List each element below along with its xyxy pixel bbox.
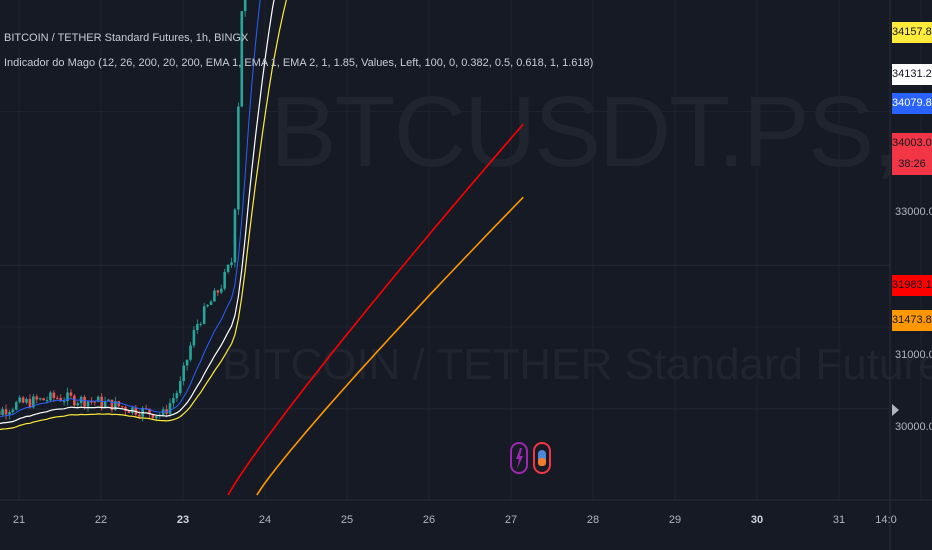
y-tick-label: 30000.00: [895, 421, 932, 433]
x-tick-label: 22: [94, 514, 108, 526]
candle-body: [114, 401, 117, 411]
candle-body: [76, 403, 80, 406]
candle-body: [233, 209, 237, 263]
ema-slow-line: [0, 0, 287, 431]
candle-body: [42, 398, 45, 401]
candle-body: [49, 392, 52, 401]
candle-body: [155, 415, 158, 419]
candle-body: [55, 397, 59, 399]
ma200-orange-line: [256, 196, 524, 496]
x-tick-label: 21: [12, 514, 26, 526]
watermark-ticker: BTCUSDT.PS, 1h: [270, 76, 932, 188]
candle-body: [196, 324, 199, 331]
x-tick-label: 28: [586, 514, 600, 526]
lightning-icon[interactable]: [510, 442, 528, 474]
scroll-right-arrow-icon[interactable]: [892, 404, 899, 416]
candle-body: [4, 409, 8, 415]
candle-body: [73, 395, 76, 406]
candle-body: [11, 409, 15, 413]
candle-body: [28, 399, 32, 408]
y-tick-label: 31000.00: [895, 349, 932, 361]
x-tick-label: 25: [340, 514, 354, 526]
price-tag-ema-slow: 34157.82: [892, 22, 932, 43]
candle-body: [107, 399, 110, 402]
x-tick-label: 29: [668, 514, 682, 526]
candle-body: [103, 401, 107, 407]
x-tick-label: 31: [832, 514, 846, 526]
candle-body: [25, 399, 28, 403]
x-tick-label: 27: [504, 514, 518, 526]
x-tick-label: 30: [750, 514, 764, 526]
candle-body: [90, 401, 93, 403]
price-tag-countdown: 38:26: [892, 154, 932, 175]
ema-mid-line: [0, 0, 275, 425]
price-tag-last: 34003.08: [892, 133, 932, 154]
candle-body: [216, 290, 220, 293]
candle-body: [59, 398, 62, 402]
candle-body: [185, 359, 189, 366]
ema-fast-line: [0, 0, 261, 418]
candle-body: [137, 414, 141, 417]
candle-body: [178, 381, 182, 393]
x-tick-label: 23: [176, 514, 190, 526]
price-tag-ema-fast: 34079.85: [892, 93, 932, 114]
candle-body: [96, 396, 100, 402]
ma200-red-line: [227, 123, 524, 496]
y-tick-label: 33000.00: [895, 206, 932, 218]
candle-body: [230, 262, 233, 265]
candle-body: [35, 396, 39, 400]
candle-body: [219, 288, 223, 293]
x-tick-label: 24: [258, 514, 272, 526]
candle-body: [206, 304, 209, 307]
candle-body: [209, 301, 213, 305]
candle-body: [1, 409, 4, 415]
candle-body: [127, 411, 131, 413]
candle-body: [243, 0, 247, 12]
candle-body: [199, 323, 203, 325]
candle-body: [14, 402, 18, 410]
candle-body: [172, 398, 175, 404]
symbol-title[interactable]: BITCOIN / TETHER Standard Futures, 1h, B…: [4, 32, 249, 44]
flag-icon[interactable]: [533, 442, 551, 474]
candle-body: [148, 408, 151, 415]
candle-body: [52, 392, 56, 398]
x-tick-label: 26: [422, 514, 436, 526]
candle-body: [182, 365, 185, 382]
indicator-legend[interactable]: Indicador do Mago (12, 26, 200, 20, 200,…: [4, 57, 594, 69]
x-tick-label: 14:0: [875, 514, 897, 526]
candle-body: [21, 397, 25, 403]
candle-body: [93, 401, 97, 403]
candle-body: [45, 400, 49, 402]
candle-body: [38, 398, 42, 400]
candle-body: [32, 396, 35, 408]
candle-body: [110, 399, 114, 411]
candle-body: [62, 401, 66, 403]
candle-body: [240, 11, 244, 107]
candle-body: [223, 271, 226, 289]
candle-body: [237, 106, 240, 210]
price-tag-ma200-red: 31983.15: [892, 275, 932, 296]
watermark-description: BITCOIN / TETHER Standard Futures: [222, 340, 932, 389]
candle-body: [202, 306, 206, 324]
candle-body: [66, 392, 69, 402]
candle-body: [168, 403, 172, 414]
candle-body: [151, 414, 155, 419]
candle-body: [120, 406, 124, 408]
candle-body: [18, 397, 21, 403]
candle-body: [8, 412, 11, 415]
candle-body: [189, 345, 192, 360]
candle-body: [226, 264, 230, 272]
candle-body: [213, 290, 216, 302]
candle-body: [175, 392, 179, 399]
candle-body: [83, 396, 86, 407]
price-tag-ma200-orange: 31473.82: [892, 310, 932, 331]
candle-body: [69, 392, 73, 396]
candle-body: [192, 330, 196, 346]
price-tag-ema-mid: 34131.27: [892, 64, 932, 85]
candle-body: [86, 401, 90, 407]
candle-body: [117, 401, 121, 407]
